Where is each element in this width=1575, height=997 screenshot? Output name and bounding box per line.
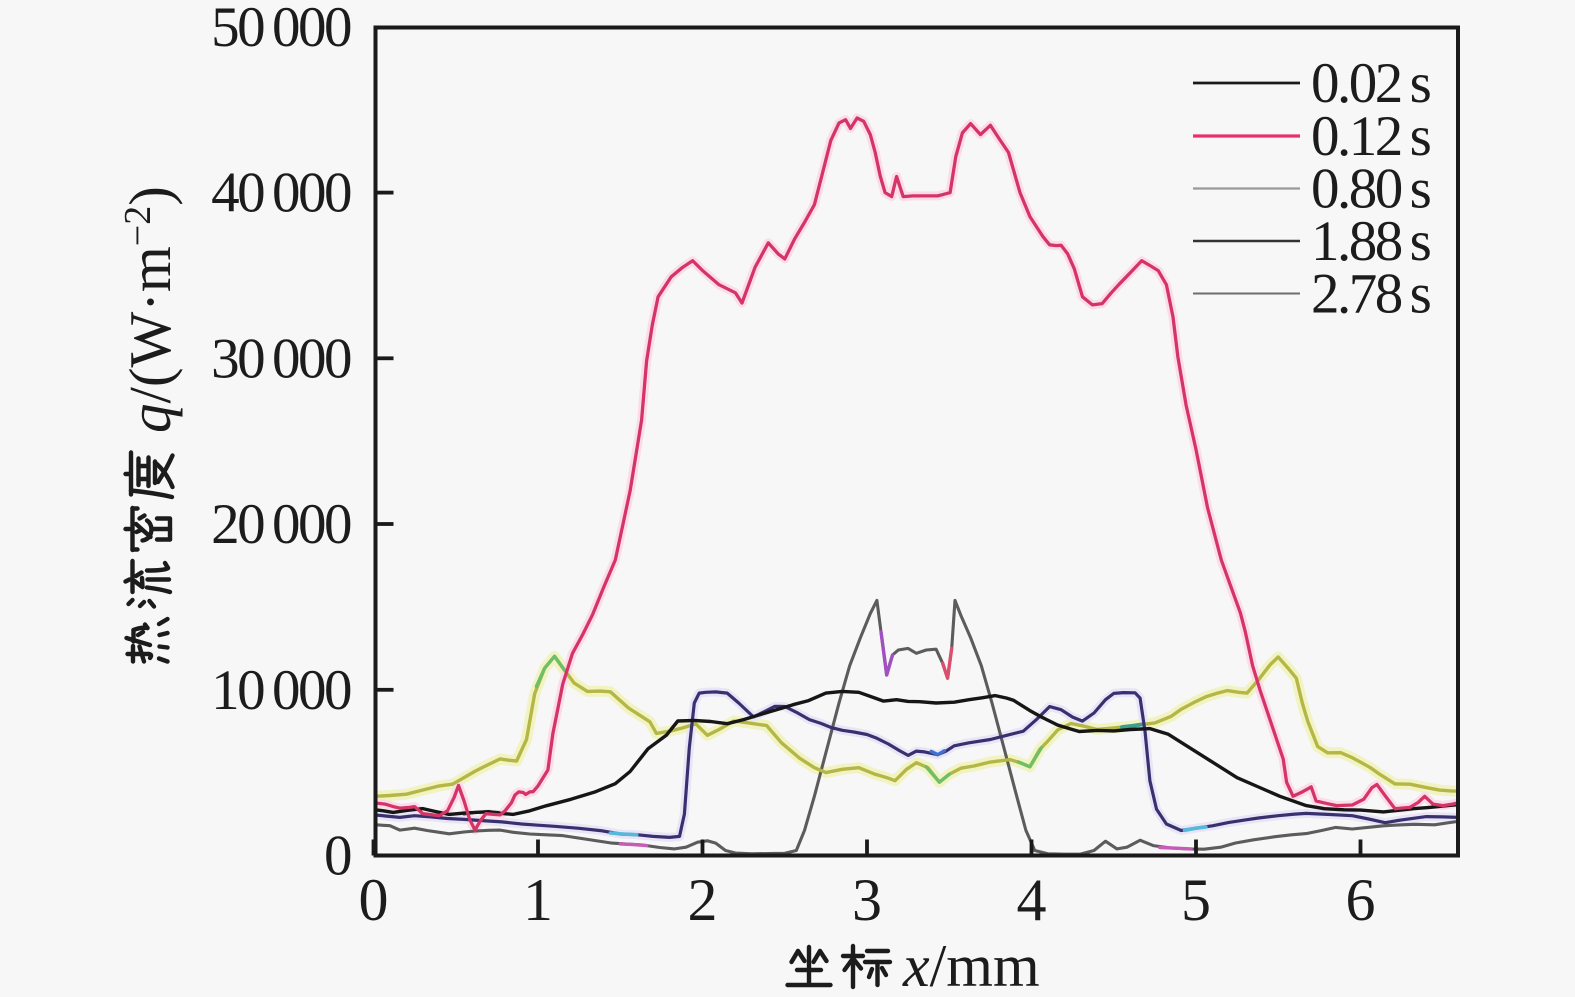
svg-text:4: 4 [1017, 867, 1047, 933]
svg-text:0.02 s: 0.02 s [1311, 52, 1431, 115]
svg-text:1: 1 [523, 867, 553, 933]
svg-text:3: 3 [852, 867, 882, 933]
svg-text:2.78 s: 2.78 s [1311, 263, 1431, 326]
svg-text:0.12 s: 0.12 s [1311, 105, 1431, 168]
svg-text:30 000: 30 000 [211, 327, 351, 390]
svg-text:5: 5 [1181, 867, 1211, 933]
svg-text:2: 2 [688, 867, 718, 933]
svg-text:40 000: 40 000 [211, 162, 351, 225]
svg-text:0.80 s: 0.80 s [1311, 158, 1431, 221]
svg-text:1.88 s: 1.88 s [1311, 210, 1431, 273]
svg-text:0: 0 [324, 825, 351, 888]
svg-text:0: 0 [359, 867, 389, 933]
svg-text:x/mm: x/mm [902, 933, 1040, 997]
svg-text:q/(W·m−2): q/(W·m−2) [117, 186, 183, 433]
svg-text:6: 6 [1346, 867, 1376, 933]
svg-text:50 000: 50 000 [211, 0, 351, 59]
svg-text:10 000: 10 000 [211, 659, 351, 722]
svg-text:20 000: 20 000 [211, 493, 351, 556]
